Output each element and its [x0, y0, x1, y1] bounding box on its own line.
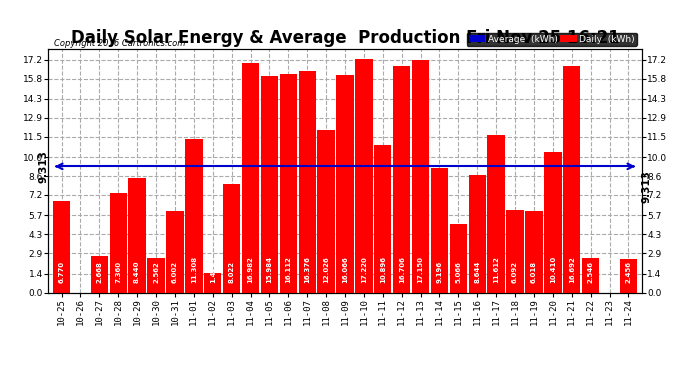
- Bar: [279, 74, 297, 292]
- Title: Daily Solar Energy & Average  Production Fri Nov 25 16:21: Daily Solar Energy & Average Production …: [70, 29, 620, 47]
- Text: 10.896: 10.896: [380, 256, 386, 283]
- Bar: [90, 256, 108, 292]
- Bar: [148, 258, 165, 292]
- Bar: [261, 76, 278, 292]
- Text: 9.196: 9.196: [437, 261, 442, 283]
- Bar: [544, 152, 562, 292]
- Bar: [431, 168, 448, 292]
- Text: 16.066: 16.066: [342, 256, 348, 283]
- Bar: [355, 59, 373, 292]
- Bar: [204, 273, 221, 292]
- Legend: Average  (kWh), Daily  (kWh): Average (kWh), Daily (kWh): [466, 33, 637, 46]
- Text: 6.770: 6.770: [59, 261, 65, 283]
- Bar: [223, 184, 240, 292]
- Text: Copyright 2016 Cartronics.com: Copyright 2016 Cartronics.com: [55, 39, 186, 48]
- Bar: [393, 66, 411, 292]
- Text: 12.026: 12.026: [323, 256, 329, 283]
- Bar: [488, 135, 505, 292]
- Bar: [525, 211, 542, 292]
- Text: 8.440: 8.440: [134, 261, 140, 283]
- Text: 5.066: 5.066: [455, 261, 462, 283]
- Text: 10.410: 10.410: [550, 256, 556, 283]
- Text: 2.668: 2.668: [97, 261, 102, 283]
- Text: 6.002: 6.002: [172, 261, 178, 283]
- Text: 9.313: 9.313: [642, 171, 651, 203]
- Text: 15.984: 15.984: [266, 256, 273, 283]
- Text: 17.220: 17.220: [361, 256, 367, 283]
- Bar: [374, 145, 391, 292]
- Bar: [299, 71, 316, 292]
- Text: 16.692: 16.692: [569, 256, 575, 283]
- Text: 1.420: 1.420: [210, 261, 216, 283]
- Bar: [582, 258, 600, 292]
- Bar: [185, 140, 202, 292]
- Bar: [53, 201, 70, 292]
- Text: 16.706: 16.706: [399, 256, 405, 283]
- Text: 7.360: 7.360: [115, 261, 121, 283]
- Bar: [563, 66, 580, 292]
- Text: 11.308: 11.308: [191, 256, 197, 283]
- Bar: [506, 210, 524, 292]
- Bar: [336, 75, 354, 292]
- Bar: [450, 224, 467, 292]
- Bar: [317, 130, 335, 292]
- Bar: [241, 63, 259, 292]
- Bar: [620, 259, 637, 292]
- Bar: [166, 211, 184, 292]
- Text: 8.022: 8.022: [228, 261, 235, 283]
- Text: 2.456: 2.456: [625, 261, 631, 283]
- Bar: [412, 60, 429, 292]
- Text: 16.112: 16.112: [285, 256, 291, 283]
- Text: 16.982: 16.982: [248, 256, 253, 283]
- Text: 11.612: 11.612: [493, 256, 499, 283]
- Bar: [128, 178, 146, 292]
- Bar: [469, 176, 486, 292]
- Text: 2.546: 2.546: [588, 261, 593, 283]
- Text: 16.376: 16.376: [304, 256, 310, 283]
- Text: 6.092: 6.092: [512, 261, 518, 283]
- Text: 8.644: 8.644: [474, 261, 480, 283]
- Text: 2.562: 2.562: [153, 261, 159, 283]
- Bar: [110, 193, 127, 292]
- Text: 17.150: 17.150: [417, 256, 424, 283]
- Text: 9.313: 9.313: [39, 150, 48, 183]
- Text: 6.018: 6.018: [531, 261, 537, 283]
